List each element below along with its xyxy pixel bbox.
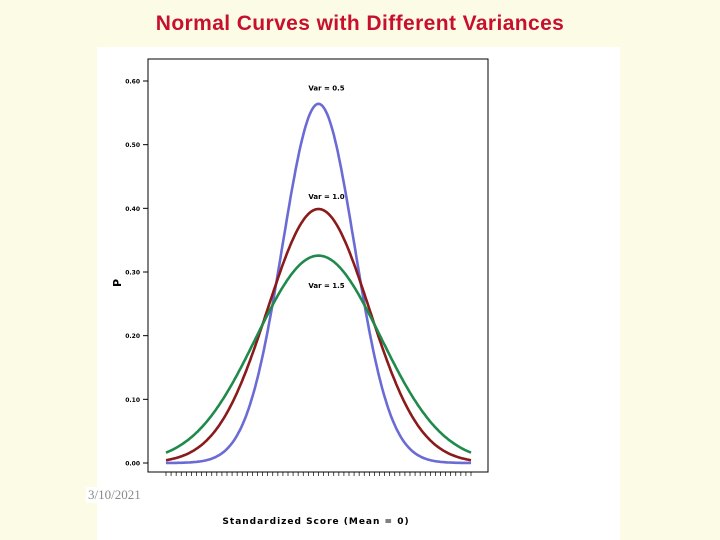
x-axis-ticks [165,472,472,476]
curve-annotation: Var = 1.0 [308,193,344,201]
curve-annotations: Var = 0.5 Var = 1.0 Var = 1.5 [308,85,344,290]
y-tick-label: 0.00 [125,461,140,468]
plot-frame [147,58,489,473]
y-tick-label: 0.10 [125,397,140,404]
curve-annotation: Var = 0.5 [308,85,344,93]
x-axis-label: Standardized Score (Mean = 0) [222,517,409,527]
curve-annotation: Var = 1.5 [308,282,344,290]
y-tick-label: 0.20 [125,333,140,340]
y-tick-label: 0.40 [125,206,140,213]
slide-title: Normal Curves with Different Variances [155,12,565,35]
curve-var-0-5 [165,102,472,465]
y-tick-label: 0.30 [125,270,140,277]
y-tick-label: 0.60 [125,79,140,86]
curve-series [165,102,472,465]
curve-var-1-5 [165,254,472,454]
curve-var-1-0 [165,207,472,462]
y-axis-label: P [111,279,124,287]
y-axis-ticks: 0.60 0.50 0.40 0.30 0.20 0.10 0.00 [125,79,148,468]
y-tick-label: 0.50 [125,142,140,149]
footer-date: 3/10/2021 [86,487,143,503]
